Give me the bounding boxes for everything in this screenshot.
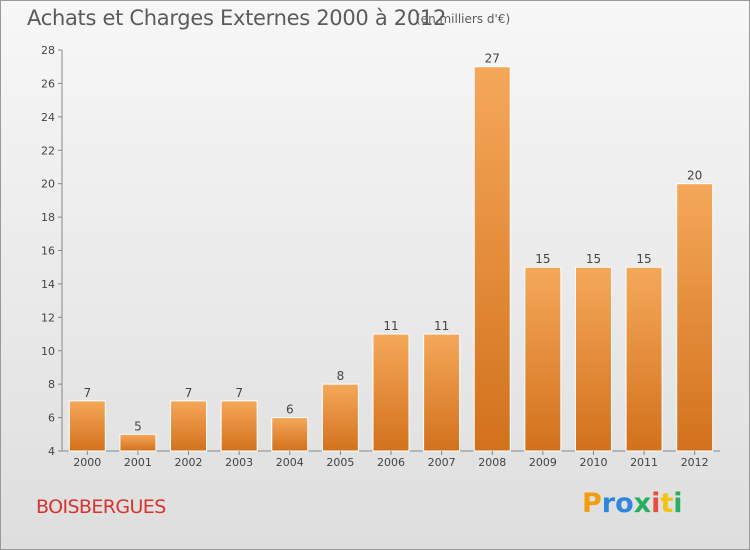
y-tick-label: 10 (41, 345, 55, 358)
x-tick-label: 2006 (377, 456, 405, 469)
chart-title: Achats et Charges Externes 2000 à 2012 (27, 6, 447, 30)
bar (676, 183, 714, 452)
bar-value-label: 11 (434, 319, 449, 333)
chart-subtitle: (en milliers d'€) (416, 12, 511, 26)
bar-value-label: 11 (383, 319, 398, 333)
bar-value-label: 8 (337, 369, 345, 383)
y-tick-label: 26 (41, 77, 55, 90)
x-tick-label: 2010 (579, 456, 607, 469)
bar-value-label: 6 (286, 403, 294, 417)
y-tick-label: 24 (41, 111, 55, 124)
bar (119, 433, 157, 452)
bar (625, 266, 663, 452)
x-tick-label: 2012 (681, 456, 709, 469)
y-tick-label: 18 (41, 211, 55, 224)
x-tick-label: 2008 (478, 456, 506, 469)
x-tick-label: 2001 (124, 456, 152, 469)
bar (423, 333, 461, 452)
bar (574, 266, 612, 452)
x-tick-label: 2004 (276, 456, 304, 469)
y-tick-label: 16 (41, 245, 55, 258)
bar-value-label: 7 (83, 386, 91, 400)
bar-value-label: 20 (687, 169, 702, 183)
x-tick-label: 2007 (428, 456, 456, 469)
logo-letter: t (660, 488, 674, 519)
bar-value-label: 15 (636, 252, 651, 266)
logo-letter: i (673, 488, 683, 519)
y-tick-label: 22 (41, 144, 55, 157)
bar (68, 400, 106, 452)
x-tick-label: 2000 (73, 456, 101, 469)
bar (372, 333, 410, 452)
y-tick-label: 6 (48, 412, 55, 425)
bar-value-label: 27 (485, 52, 500, 66)
bar (170, 400, 208, 452)
x-tick-label: 2003 (225, 456, 253, 469)
x-tick-label: 2009 (529, 456, 557, 469)
bar (220, 400, 258, 452)
x-tick-label: 2011 (630, 456, 658, 469)
y-tick-label: 12 (41, 311, 55, 324)
x-tick-label: 2002 (175, 456, 203, 469)
logo-letter: P (582, 488, 602, 519)
bar-value-label: 15 (535, 252, 550, 266)
bar-value-label: 7 (235, 386, 243, 400)
y-tick-label: 8 (48, 378, 55, 391)
x-tick-label: 2005 (326, 456, 354, 469)
commune-name: BOISBERGUES (36, 496, 166, 518)
logo-letter: r (601, 488, 616, 519)
proxiti-logo: Proxiti (582, 488, 683, 519)
bar (321, 383, 359, 452)
logo-letter: o (615, 488, 634, 519)
bar (271, 417, 309, 452)
y-tick-label: 28 (41, 44, 55, 57)
y-tick-label: 20 (41, 178, 55, 191)
y-tick-label: 14 (41, 278, 55, 291)
bar-value-label: 5 (134, 419, 142, 433)
bar (524, 266, 562, 452)
bar-value-label: 7 (185, 386, 193, 400)
bar (473, 66, 511, 452)
logo-letter: x (633, 488, 652, 519)
bar-value-label: 15 (586, 252, 601, 266)
logo-letter: i (651, 488, 661, 519)
y-tick-label: 4 (48, 445, 55, 458)
